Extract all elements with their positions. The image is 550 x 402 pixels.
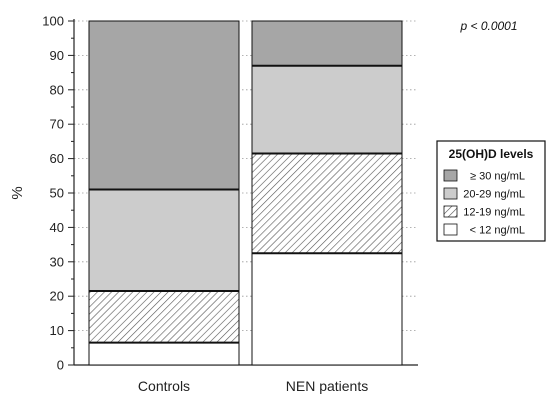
bar-segment [251, 152, 403, 254]
legend-entry: < 12 ng/mL [470, 225, 525, 237]
bar-segment [251, 65, 403, 154]
y-tick-label: 60 [50, 151, 64, 166]
bar-segment [251, 20, 403, 67]
legend-entry: 20-29 ng/mL [463, 189, 525, 201]
legend-swatch [443, 169, 458, 182]
y-tick-label: 20 [50, 289, 64, 304]
x-category-label: Controls [138, 378, 190, 394]
p-value-annotation: p < 0.0001 [459, 19, 517, 33]
legend-entry: 12-19 ng/mL [463, 207, 525, 219]
y-tick-label: 10 [50, 323, 64, 338]
bar-segment [88, 189, 240, 292]
y-axis-label: % [9, 186, 26, 199]
y-tick-label: 80 [50, 82, 64, 97]
y-tick-label: 90 [50, 48, 64, 63]
bar-segment [251, 252, 403, 366]
y-tick-label: 50 [50, 186, 64, 201]
y-tick-label: 40 [50, 220, 64, 235]
legend-swatch [443, 223, 458, 236]
y-tick-label: 30 [50, 254, 64, 269]
legend-swatch [443, 187, 458, 200]
legend-swatch [443, 205, 458, 218]
bar-segment [88, 20, 240, 191]
legend-entry: ≥ 30 ng/mL [470, 171, 525, 183]
legend-title: 25(OH)D levels [449, 147, 534, 161]
x-category-label: NEN patients [286, 378, 368, 394]
bar-segment [88, 290, 240, 344]
bar-segment [88, 342, 240, 366]
y-tick-label: 100 [42, 14, 64, 29]
legend: 25(OH)D levels ≥ 30 ng/mL 20-29 ng/mL 12-19… [436, 140, 546, 242]
y-tick-label: 0 [57, 358, 64, 373]
y-tick-label: 70 [50, 117, 64, 132]
